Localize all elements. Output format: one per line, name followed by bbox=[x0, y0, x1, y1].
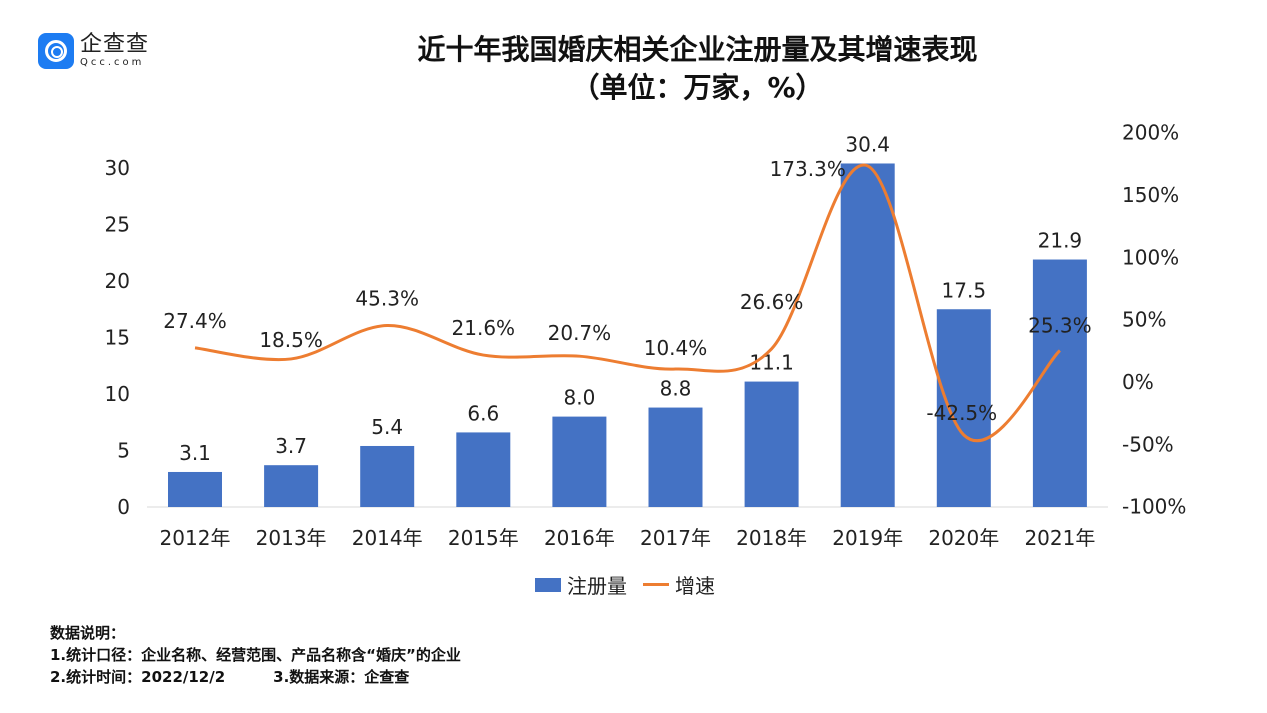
bar-data-label: 3.7 bbox=[275, 434, 307, 458]
legend-line-label: 增速 bbox=[675, 574, 715, 598]
logo-en: Qcc.com bbox=[80, 57, 145, 68]
notes-heading: 数据说明： bbox=[50, 624, 126, 642]
right-tick-label: 200% bbox=[1122, 121, 1179, 145]
bar-data-label: 30.4 bbox=[845, 132, 890, 156]
bar bbox=[168, 471, 222, 507]
chart-title: 近十年我国婚庆相关企业注册量及其增速表现 bbox=[417, 33, 978, 66]
line-data-label: -42.5% bbox=[926, 401, 997, 425]
right-tick-label: 50% bbox=[1122, 308, 1166, 332]
line-data-label: 10.4% bbox=[644, 336, 708, 360]
line-data-label: 20.7% bbox=[548, 321, 612, 345]
right-tick-label: -50% bbox=[1122, 432, 1174, 456]
x-tick-label: 2014年 bbox=[352, 526, 423, 550]
notes-line1: 1.统计口径：企业名称、经营范围、产品名称含“婚庆”的企业 bbox=[50, 646, 461, 664]
line-data-label: 45.3% bbox=[355, 287, 419, 311]
bar bbox=[360, 445, 415, 507]
notes: 数据说明： 1.统计口径：企业名称、经营范围、产品名称含“婚庆”的企业 2.统计… bbox=[50, 622, 461, 688]
bar bbox=[744, 381, 799, 507]
line-data-label: 18.5% bbox=[259, 328, 323, 352]
bar bbox=[456, 432, 511, 507]
bar bbox=[648, 407, 703, 507]
x-tick-label: 2016年 bbox=[544, 526, 615, 550]
bar-data-label: 3.1 bbox=[179, 441, 211, 465]
logo-cn: 企查查 bbox=[80, 32, 150, 57]
bar-data-label: 17.5 bbox=[942, 278, 987, 302]
x-tick-label: 2012年 bbox=[160, 526, 231, 550]
bar bbox=[840, 163, 895, 508]
chart-subtitle: （单位：万家，%） bbox=[571, 71, 824, 104]
x-tick-label: 2020年 bbox=[928, 526, 999, 550]
line-data-label: 21.6% bbox=[452, 316, 516, 340]
legend-bar-swatch bbox=[535, 577, 561, 592]
right-tick-label: -100% bbox=[1122, 495, 1186, 519]
legend: 注册量 增速 bbox=[535, 570, 715, 599]
x-tick-label: 2019年 bbox=[832, 526, 903, 550]
legend-line-swatch bbox=[643, 583, 669, 586]
notes-line2b: 3.数据来源：企查查 bbox=[273, 668, 410, 686]
x-tick-label: 2015年 bbox=[448, 526, 519, 550]
x-tick-label: 2017年 bbox=[640, 526, 711, 550]
bar bbox=[552, 416, 607, 507]
legend-bar-label: 注册量 bbox=[567, 574, 627, 598]
right-tick-label: 0% bbox=[1122, 370, 1154, 394]
left-tick-label: 20 bbox=[105, 269, 130, 293]
x-tick-label: 2013年 bbox=[256, 526, 327, 550]
x-tick-label: 2018年 bbox=[736, 526, 807, 550]
x-tick-label: 2021年 bbox=[1024, 526, 1095, 550]
bar-data-label: 21.9 bbox=[1038, 229, 1083, 253]
left-tick-label: 15 bbox=[105, 326, 130, 350]
right-tick-label: 100% bbox=[1122, 245, 1179, 269]
line-data-label: 25.3% bbox=[1028, 313, 1092, 337]
line-data-label: 26.6% bbox=[740, 290, 804, 314]
qcc-logo-icon bbox=[38, 33, 74, 69]
bar-data-label: 6.6 bbox=[467, 401, 499, 425]
logo: 企查查 Qcc.com bbox=[38, 33, 149, 69]
left-tick-label: 0 bbox=[117, 495, 130, 519]
bar bbox=[264, 465, 319, 507]
line-data-label: 173.3% bbox=[770, 157, 846, 181]
left-tick-label: 5 bbox=[117, 439, 130, 463]
growth-line bbox=[194, 163, 1061, 443]
left-tick-label: 25 bbox=[105, 213, 130, 237]
bar-data-label: 5.4 bbox=[371, 415, 403, 439]
line-data-label: 27.4% bbox=[163, 309, 227, 333]
notes-line2a: 2.统计时间：2022/12/2 bbox=[50, 668, 226, 686]
bar bbox=[936, 309, 991, 507]
bar bbox=[1032, 259, 1087, 507]
left-tick-label: 10 bbox=[105, 382, 130, 406]
bar-data-label: 8.8 bbox=[660, 377, 692, 401]
left-tick-label: 30 bbox=[105, 156, 130, 180]
bar-data-label: 8.0 bbox=[563, 386, 595, 410]
right-tick-label: 150% bbox=[1122, 183, 1179, 207]
